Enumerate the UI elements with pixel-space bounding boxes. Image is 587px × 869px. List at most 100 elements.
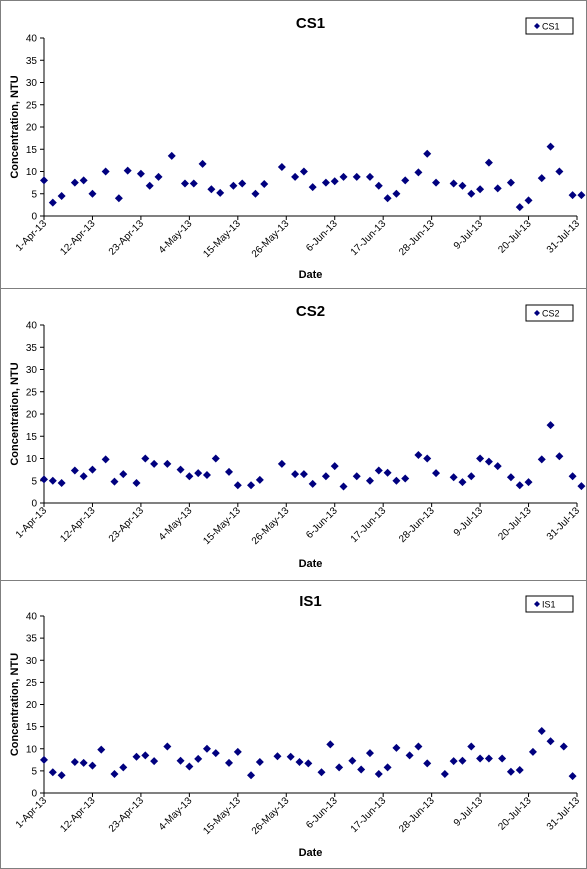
data-point <box>88 465 97 474</box>
data-point <box>40 475 48 484</box>
data-point <box>449 757 458 766</box>
data-point <box>299 167 308 176</box>
x-tick-label: 15-May-13 <box>201 505 243 547</box>
data-point <box>141 751 150 760</box>
data-point <box>405 751 414 760</box>
data-point <box>163 742 172 751</box>
data-point <box>163 459 172 468</box>
data-point <box>207 185 216 194</box>
data-point <box>506 473 515 482</box>
legend-label: IS1 <box>542 600 556 610</box>
x-tick-label: 1-Apr-13 <box>14 795 50 831</box>
y-tick-label: 20 <box>26 700 38 711</box>
data-point <box>498 754 507 763</box>
data-point <box>202 744 211 753</box>
x-tick-label: 1-Apr-13 <box>14 505 50 541</box>
x-tick-label: 20-Jul-13 <box>496 218 534 256</box>
chart-title: CS1 <box>296 15 325 32</box>
y-tick-label: 15 <box>26 145 38 156</box>
data-point <box>57 771 66 780</box>
data-point <box>154 172 163 181</box>
y-tick-label: 30 <box>26 365 38 376</box>
data-point <box>101 455 110 464</box>
data-point <box>357 765 366 774</box>
x-tick-label: 31-Jul-13 <box>545 795 583 833</box>
data-point <box>330 177 339 186</box>
y-tick-label: 15 <box>26 722 38 733</box>
data-point <box>506 767 515 776</box>
data-point <box>392 743 401 752</box>
x-tick-label: 26-May-13 <box>250 218 292 260</box>
data-point <box>308 183 317 192</box>
data-point <box>515 481 524 490</box>
y-tick-label: 30 <box>26 656 38 667</box>
x-tick-label: 4-May-13 <box>157 795 195 833</box>
data-point <box>374 466 383 475</box>
data-point <box>432 469 441 478</box>
chart-panel-is1: IS1 0 5 10 15 20 25 30 35 40 1-Apr-13 12-Apr-13 23-A… <box>0 581 587 869</box>
data-point <box>110 769 119 778</box>
x-tick-label: 15-May-13 <box>201 218 243 260</box>
y-tick-label: 40 <box>26 34 38 45</box>
data-point <box>546 142 555 151</box>
data-point <box>119 470 128 479</box>
data-point <box>568 772 577 781</box>
data-point <box>392 476 401 485</box>
data-point <box>335 763 344 772</box>
x-tick-label: 12-Apr-13 <box>58 218 98 258</box>
x-tick-label: 4-May-13 <box>157 505 195 543</box>
y-tick-label: 0 <box>31 212 37 223</box>
data-point <box>555 167 564 176</box>
x-tick-label: 31-Jul-13 <box>545 505 583 543</box>
data-point <box>493 184 502 193</box>
data-point <box>476 754 485 763</box>
data-point <box>449 179 458 188</box>
data-point <box>260 179 269 188</box>
y-tick-label: 5 <box>31 189 37 200</box>
data-point <box>88 189 97 198</box>
data-point <box>401 176 410 185</box>
x-tick-label: 20-Jul-13 <box>496 795 534 833</box>
chart-panel-cs1: CS1 0 5 10 15 20 25 30 35 40 1-Apr-13 12-Apr-13 23-A… <box>0 0 587 289</box>
data-point <box>295 758 304 767</box>
data-point <box>383 194 392 203</box>
data-point <box>546 421 555 430</box>
data-point <box>114 194 123 203</box>
x-tick-label: 26-May-13 <box>250 795 292 837</box>
chart-panel-cs2: CS2 0 5 10 15 20 25 30 35 40 1-Apr-13 12-Apr-13 23-A… <box>0 289 587 581</box>
x-tick-label: 26-May-13 <box>250 505 292 547</box>
data-point <box>299 470 308 479</box>
legend-marker <box>534 310 540 316</box>
legend-label: CS2 <box>542 309 560 319</box>
data-point <box>321 178 330 187</box>
data-point <box>374 769 383 778</box>
data-point <box>247 481 256 490</box>
data-point <box>48 476 57 485</box>
data-point <box>383 763 392 772</box>
data-point <box>440 769 449 778</box>
data-point <box>484 158 493 167</box>
data-point <box>202 470 211 479</box>
data-point <box>110 477 119 486</box>
y-tick-label: 40 <box>26 612 38 623</box>
data-point <box>546 737 555 746</box>
data-point <box>247 771 256 780</box>
data-point <box>414 742 423 751</box>
chart-svg-cs1: CS1 0 5 10 15 20 25 30 35 40 1-Apr-13 12-Apr-13 23-A… <box>9 15 586 281</box>
y-tick-label: 0 <box>31 499 37 510</box>
data-point <box>141 454 150 463</box>
y-tick-label: 5 <box>31 476 37 487</box>
x-axis-label: Date <box>299 558 323 570</box>
data-point <box>339 482 348 491</box>
data-point <box>277 163 286 172</box>
data-point <box>185 762 194 771</box>
data-point <box>414 450 423 459</box>
x-tick-label: 23-Apr-13 <box>107 218 147 258</box>
data-point <box>180 179 189 188</box>
data-point <box>414 168 423 177</box>
data-point <box>577 482 586 491</box>
x-tick-label: 12-Apr-13 <box>58 505 98 545</box>
data-point <box>537 174 546 183</box>
y-tick-label: 25 <box>26 100 38 111</box>
data-point <box>515 203 524 212</box>
